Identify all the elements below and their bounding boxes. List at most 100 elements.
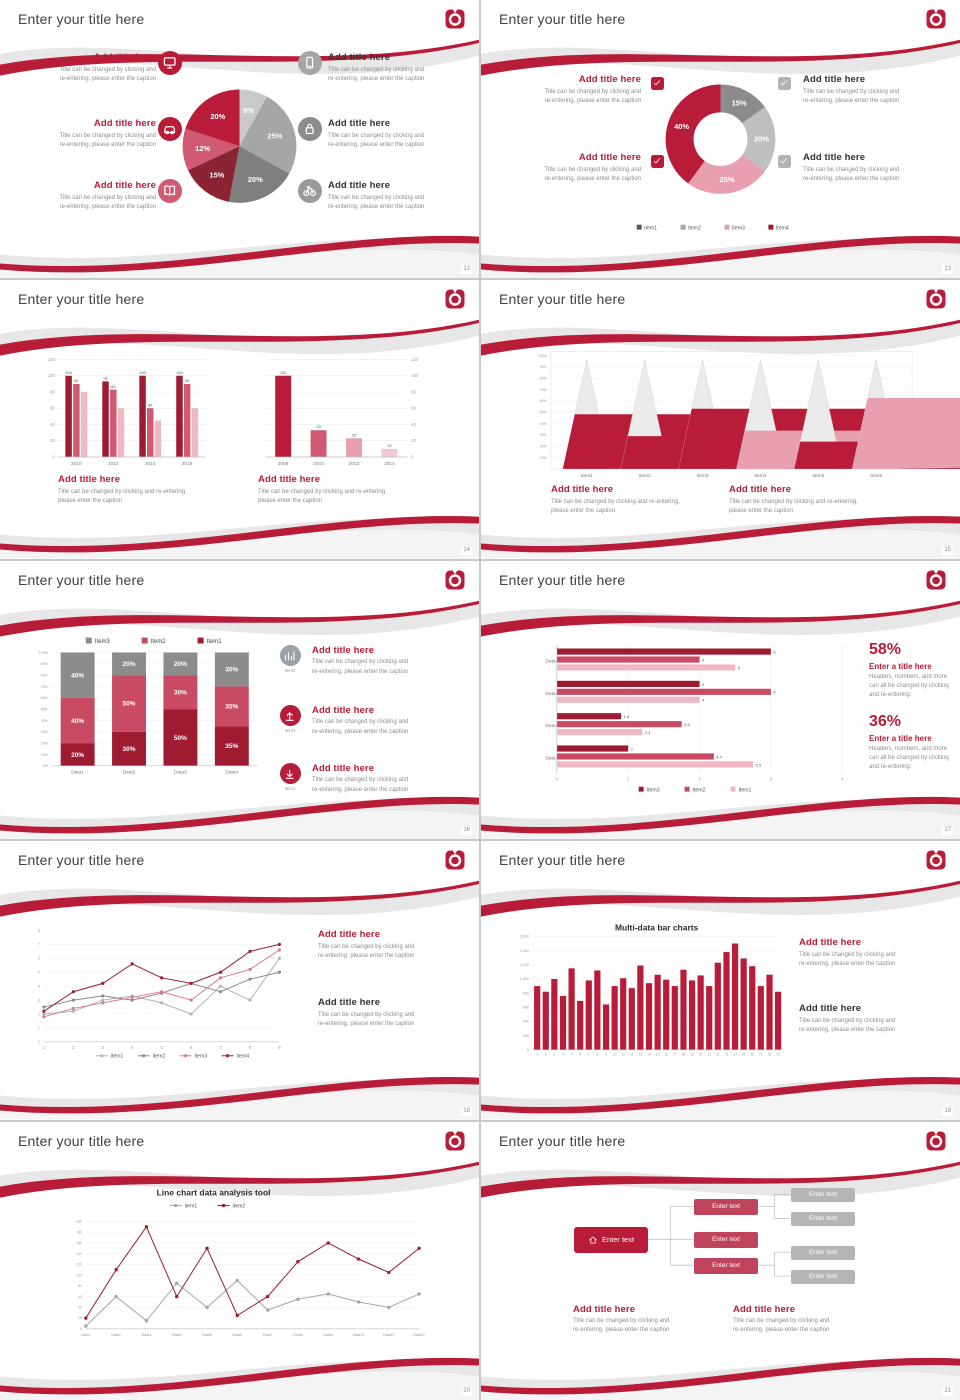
svg-text:0: 0 bbox=[411, 455, 414, 460]
svg-text:600: 600 bbox=[523, 1006, 529, 1010]
slide-page-12[interactable]: 8% 25% 20% 15% 12% 20% Add title here Title ca… bbox=[0, 0, 479, 279]
svg-text:23: 23 bbox=[725, 1052, 729, 1056]
callout-title: Add title here bbox=[328, 118, 391, 129]
svg-text:70%: 70% bbox=[41, 685, 49, 689]
slide-page-19[interactable]: Multi-data bar charts 0 200 400 600 800 1,000 1… bbox=[481, 841, 960, 1120]
slide-page-13[interactable]: 15% 20% 25% 40% Item1 Item2 Item3 Item4 Add tit… bbox=[481, 0, 960, 279]
svg-text:30%: 30% bbox=[540, 434, 548, 438]
diagram-leaf-node[interactable]: Enter text bbox=[791, 1245, 855, 1260]
page-number: 12 bbox=[461, 265, 472, 275]
svg-text:100%: 100% bbox=[39, 651, 49, 655]
donut-chart-canvas: 15% 20% 25% 40% Item1 Item2 Item3 Item4 bbox=[636, 84, 789, 231]
svg-text:20: 20 bbox=[50, 439, 55, 444]
svg-text:20%: 20% bbox=[754, 135, 769, 144]
svg-text:17: 17 bbox=[673, 1052, 677, 1056]
callout-title: Add title here bbox=[312, 762, 375, 774]
horizontal-bar-chart: 0 2 4 6 8 Data4 6 4 5 Data3 4 6 4 Data2 1.8 3.5 2.4 Data1… bbox=[545, 644, 844, 793]
slide-content: Add title here Title can be changed by cl… bbox=[0, 0, 479, 278]
svg-text:25: 25 bbox=[742, 1052, 746, 1056]
svg-text:Item1: Item1 bbox=[581, 473, 593, 479]
svg-text:Data3: Data3 bbox=[142, 1332, 152, 1336]
download-icon-badge bbox=[279, 763, 301, 785]
slide-page-14[interactable]: 0 20 40 60 80 100 120 2010 100 90 2012 93 83 2014 100 6… bbox=[0, 280, 479, 559]
callout-title: Add title here bbox=[318, 997, 381, 1009]
slide-decoration bbox=[481, 320, 960, 559]
callout-caption: Title can be changed by clicking and re-… bbox=[58, 488, 187, 505]
phone-icon-badge bbox=[298, 51, 322, 75]
slide-page-15[interactable]: 100% 90% 80% 70% 60% 50% 40% 30% 20% 10% Item1 Item… bbox=[481, 280, 960, 559]
svg-text:Item2: Item2 bbox=[688, 225, 701, 231]
svg-text:Data2: Data2 bbox=[111, 1332, 121, 1336]
slide-content: Add title here Title can be changed by cl… bbox=[0, 841, 479, 1119]
callout: Add title here Title can be changed by cl… bbox=[489, 152, 641, 184]
monitor-icon-badge bbox=[158, 51, 182, 75]
svg-text:80%: 80% bbox=[41, 673, 49, 677]
slide-page-18[interactable]: 0 1 2 3 4 5 6 7 8 1 2 3 4 5 6 7 8 9 item1 item2 item3 item4 A… bbox=[0, 841, 479, 1120]
diagram-mid-node[interactable]: Enter text bbox=[694, 1231, 758, 1248]
slide-decoration bbox=[0, 1161, 479, 1400]
slide-page-20[interactable]: Line chart data analysis tool item1 item2 0… bbox=[0, 1121, 479, 1400]
callout-caption: Title can be changed by clicking and re-e… bbox=[328, 132, 425, 148]
svg-text:4: 4 bbox=[702, 657, 705, 662]
callout-caption: Title can be changed by clicking and re-e… bbox=[318, 1011, 415, 1027]
svg-text:0: 0 bbox=[38, 1040, 40, 1044]
callout: Add title here Title can be changed by cl… bbox=[799, 1003, 951, 1035]
svg-text:100: 100 bbox=[139, 370, 146, 375]
svg-text:Item4: Item4 bbox=[776, 225, 789, 231]
callout: Add title here Title can be changed by cl… bbox=[318, 929, 470, 961]
svg-text:20: 20 bbox=[699, 1052, 703, 1056]
slide-page-17[interactable]: 0 2 4 6 8 Data4 6 4 5 Data3 4 6 4 Data2 1.8 3.5 2.4 Data1… bbox=[481, 560, 960, 840]
callout-title: Add title here bbox=[799, 1003, 862, 1015]
slide-decoration bbox=[0, 880, 479, 1120]
callout: Add title here Title can be changed by cl… bbox=[258, 474, 458, 506]
svg-text:Item5: Item5 bbox=[812, 473, 824, 479]
callout: Add title here Title can be changed by cl… bbox=[312, 645, 472, 677]
diagram-leaf-node[interactable]: Enter text bbox=[791, 1187, 855, 1202]
diagram-mid-node[interactable]: Enter text bbox=[694, 1257, 758, 1274]
svg-text:5: 5 bbox=[738, 665, 741, 670]
svg-text:23: 23 bbox=[352, 433, 357, 438]
svg-text:3.5: 3.5 bbox=[684, 722, 690, 727]
slide-page-21[interactable]: Enter text Enter text Enter text Enter text… bbox=[481, 1121, 960, 1400]
svg-text:20%: 20% bbox=[210, 112, 225, 121]
node-label: Enter text bbox=[809, 1215, 837, 1223]
callout: Add title here Title can be changed by cl… bbox=[573, 1304, 728, 1336]
svg-text:140: 140 bbox=[77, 1251, 83, 1255]
svg-text:5: 5 bbox=[571, 1052, 573, 1056]
svg-text:4: 4 bbox=[698, 777, 701, 782]
stat-value: 36% bbox=[869, 712, 902, 730]
svg-text:100: 100 bbox=[280, 370, 287, 375]
svg-text:90%: 90% bbox=[540, 366, 548, 370]
callout-title: Add title here bbox=[799, 937, 862, 949]
svg-text:Data9: Data9 bbox=[323, 1332, 333, 1336]
callout-title: Add title here bbox=[312, 644, 375, 656]
callout-caption: Title can be changed by clicking and re-e… bbox=[544, 88, 641, 104]
pie-chart-canvas: 8% 25% 20% 15% 12% 20% bbox=[182, 89, 297, 203]
diagram-mid-node[interactable]: Enter text bbox=[694, 1198, 758, 1215]
diagram-leaf-node[interactable]: Enter text bbox=[791, 1269, 855, 1284]
svg-text:1,000: 1,000 bbox=[520, 977, 529, 981]
svg-text:50%: 50% bbox=[540, 411, 548, 415]
svg-text:200: 200 bbox=[77, 1219, 83, 1223]
svg-text:28: 28 bbox=[768, 1052, 772, 1056]
brand-logo-icon bbox=[445, 9, 465, 29]
callout: Add title here Title can be changed by cl… bbox=[328, 180, 472, 212]
svg-text:13: 13 bbox=[639, 1052, 643, 1056]
page-number: 21 bbox=[942, 1386, 953, 1396]
car-icon-badge bbox=[158, 117, 182, 141]
svg-text:25%: 25% bbox=[719, 175, 734, 184]
svg-text:Item2: Item2 bbox=[151, 639, 167, 645]
svg-text:2: 2 bbox=[38, 1012, 40, 1016]
slide-page-16[interactable]: Item3 Item2 Item1 0% 10% 20% 30% 40% 50% 60% 70% 80… bbox=[0, 560, 479, 840]
svg-text:15%: 15% bbox=[732, 98, 747, 107]
stat-title: Enter a title here bbox=[869, 733, 932, 743]
svg-text:Data8: Data8 bbox=[293, 1332, 303, 1336]
diagram-leaf-node[interactable]: Enter text bbox=[791, 1211, 855, 1226]
svg-text:2014: 2014 bbox=[384, 461, 395, 467]
callout-caption: Title can be changed by clicking and re-… bbox=[729, 498, 858, 515]
svg-text:2: 2 bbox=[627, 777, 630, 782]
svg-text:Data2: Data2 bbox=[545, 723, 558, 729]
svg-text:40%: 40% bbox=[41, 719, 49, 723]
diagram-root-node[interactable]: Enter text bbox=[574, 1226, 648, 1253]
